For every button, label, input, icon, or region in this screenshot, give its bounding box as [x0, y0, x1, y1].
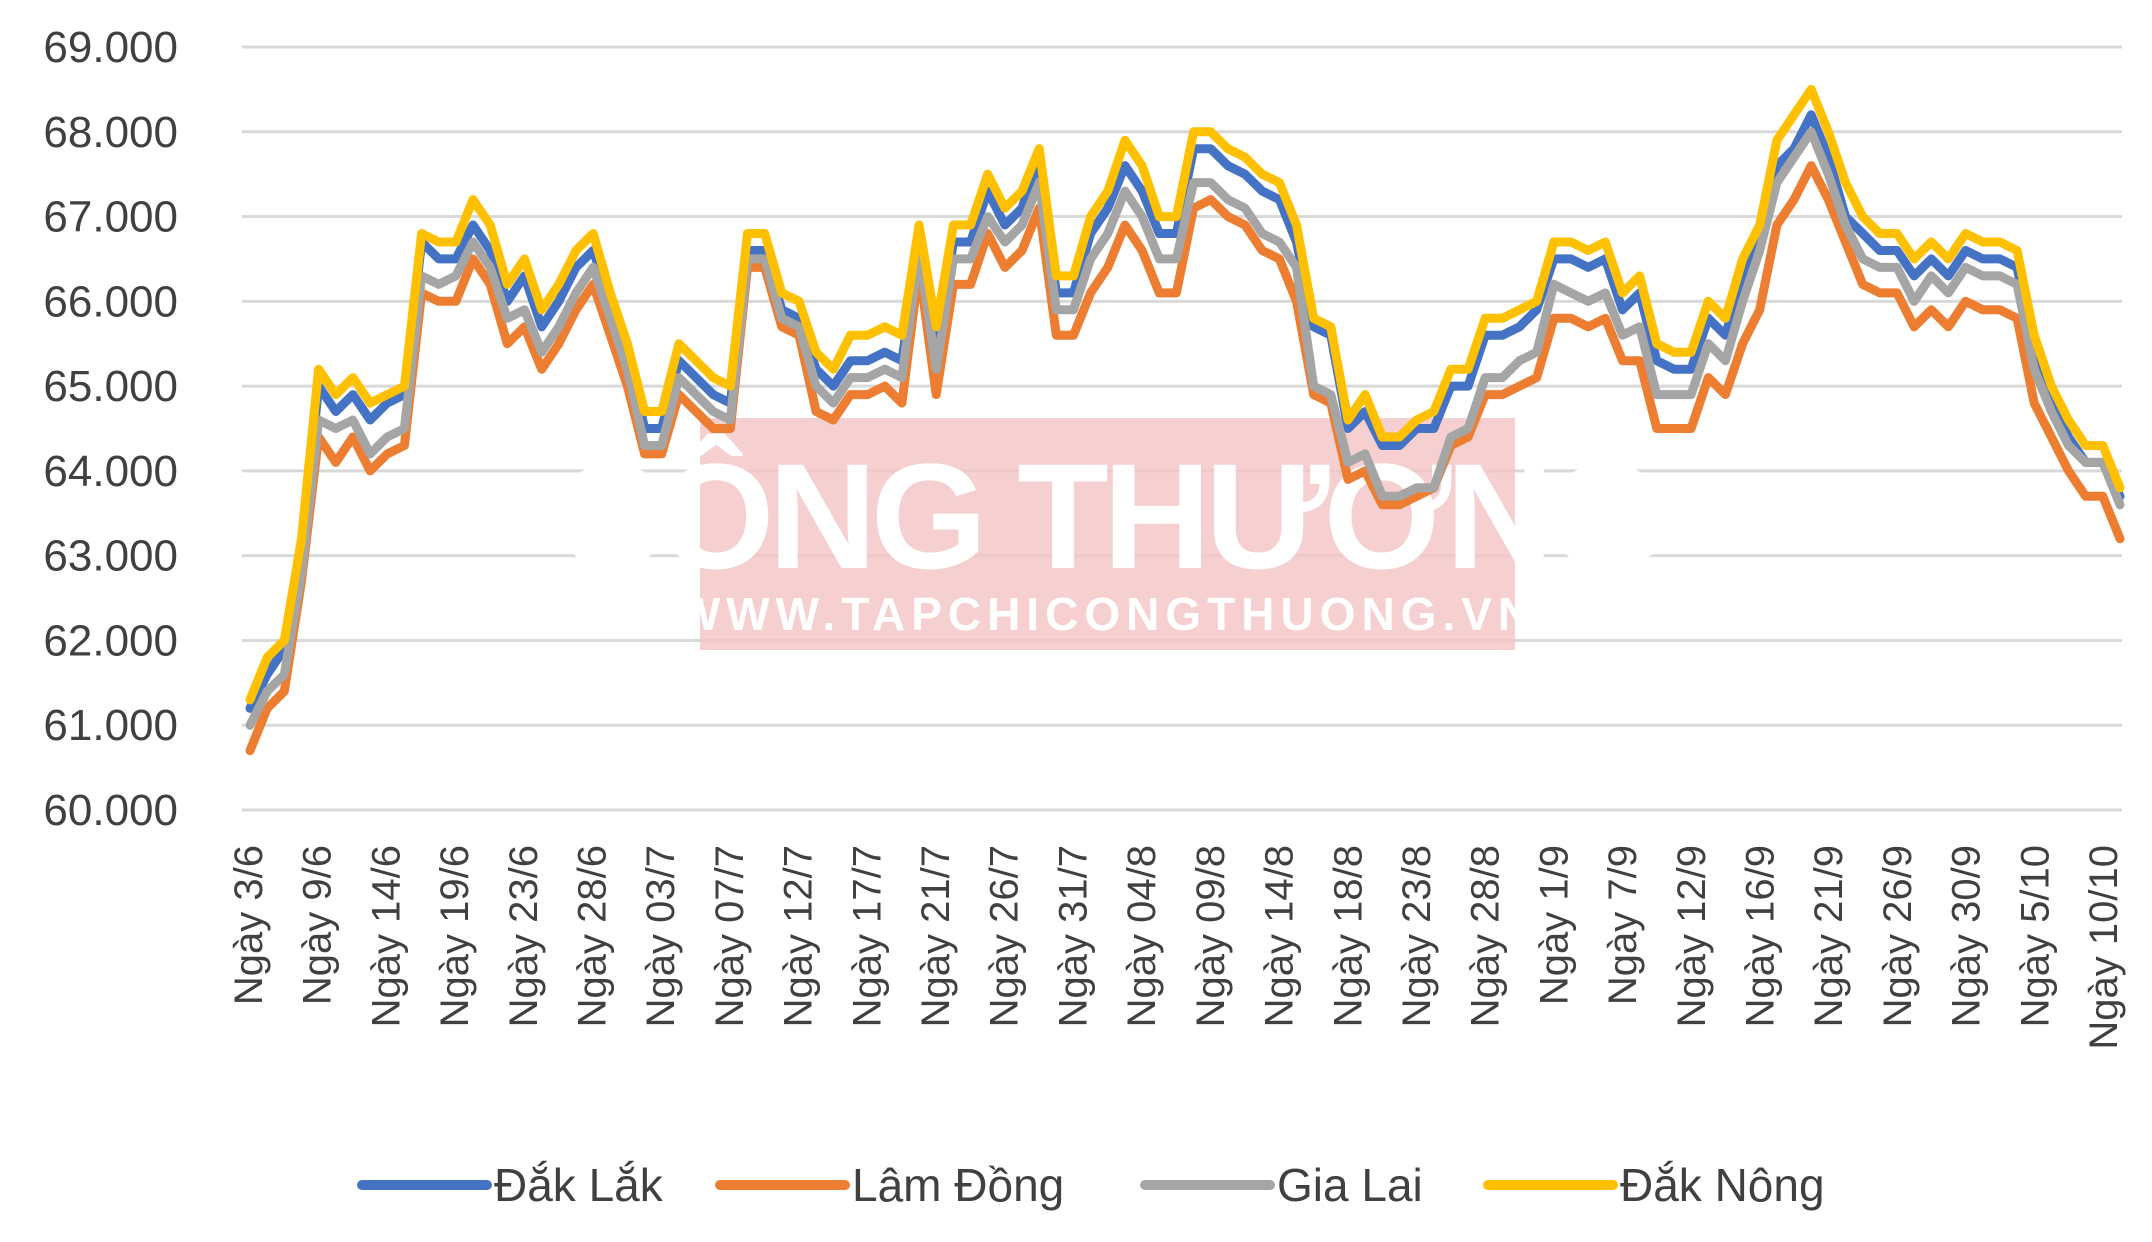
watermark-brand: CÔNG THƯƠNG — [555, 432, 1658, 600]
x-tick-label: Ngày 3/6 — [227, 845, 271, 1005]
x-tick-label: Ngày 14/8 — [1258, 845, 1302, 1027]
y-tick-label: 69.000 — [43, 23, 178, 72]
x-tick-label: Ngày 23/6 — [502, 845, 546, 1027]
x-tick-label: Ngày 31/7 — [1051, 845, 1095, 1027]
x-tick-label: Ngày 19/6 — [433, 845, 477, 1027]
series-line — [245, 161, 2125, 756]
x-tick-label: Ngày 14/6 — [364, 845, 408, 1027]
legend: Đắk Lắk Lâm Đồng Gia Lai Đắk Nông — [357, 1159, 1825, 1211]
x-tick-label: Ngày 28/8 — [1464, 845, 1508, 1027]
y-tick-label: 65.000 — [43, 362, 178, 411]
x-tick-label: Ngày 03/7 — [639, 845, 683, 1027]
x-tick-label: Ngày 1/9 — [1532, 845, 1576, 1005]
y-tick-label: 62.000 — [43, 616, 178, 665]
watermark-url: WWW.TAPCHICONGTHUONG.VN — [677, 588, 1537, 640]
x-tick-label: Ngày 17/7 — [845, 845, 889, 1027]
x-tick-label: Ngày 09/8 — [1189, 845, 1233, 1027]
y-axis-tick-labels: 60.000 61.000 62.000 63.000 64.000 65.000 66.0… — [43, 23, 178, 835]
legend-label: Đắk Nông — [1620, 1159, 1825, 1211]
legend-label: Gia Lai — [1277, 1159, 1423, 1211]
x-tick-label: Ngày 12/9 — [1670, 845, 1714, 1027]
legend-label: Lâm Đồng — [852, 1159, 1064, 1211]
x-tick-label: Ngày 21/9 — [1807, 845, 1851, 1027]
legend-label: Đắk Lắk — [494, 1159, 664, 1211]
x-tick-label: Ngày 26/9 — [1876, 845, 1920, 1027]
x-tick-label: Ngày 12/7 — [777, 845, 821, 1027]
x-axis-tick-labels: Ngày 3/6 Ngày 9/6 Ngày 14/6 Ngày 19/6 Ngày 2… — [227, 845, 2126, 1050]
x-tick-label: Ngày 04/8 — [1120, 845, 1164, 1027]
x-tick-label: Ngày 10/10 — [2082, 845, 2126, 1050]
series-line — [245, 127, 2125, 730]
y-tick-label: 67.000 — [43, 193, 178, 242]
y-tick-label: 66.000 — [43, 277, 178, 326]
x-tick-label: Ngày 21/7 — [914, 845, 958, 1027]
y-tick-label: 63.000 — [43, 532, 178, 581]
x-tick-label: Ngày 18/8 — [1326, 845, 1370, 1027]
watermark-box — [700, 418, 1515, 650]
watermark: CÔNG THƯƠNG WWW.TAPCHICONGTHUONG.VN — [555, 418, 1665, 650]
y-tick-label: 60.000 — [43, 786, 178, 835]
x-tick-label: Ngày 30/9 — [1945, 845, 1989, 1027]
x-tick-label: Ngày 07/7 — [708, 845, 752, 1027]
y-tick-label: 64.000 — [43, 447, 178, 496]
x-tick-label: Ngày 23/8 — [1395, 845, 1439, 1027]
y-tick-label: 61.000 — [43, 701, 178, 750]
y-tick-label: 68.000 — [43, 108, 178, 157]
series-line — [245, 84, 2125, 705]
x-tick-label: Ngày 26/7 — [983, 845, 1027, 1027]
x-tick-label: Ngày 16/9 — [1738, 845, 1782, 1027]
series-lines — [245, 84, 2125, 756]
x-tick-label: Ngày 9/6 — [296, 845, 340, 1005]
x-tick-label: Ngày 5/10 — [2013, 845, 2057, 1027]
x-tick-label: Ngày 7/9 — [1601, 845, 1645, 1005]
x-tick-label: Ngày 28/6 — [571, 845, 615, 1027]
